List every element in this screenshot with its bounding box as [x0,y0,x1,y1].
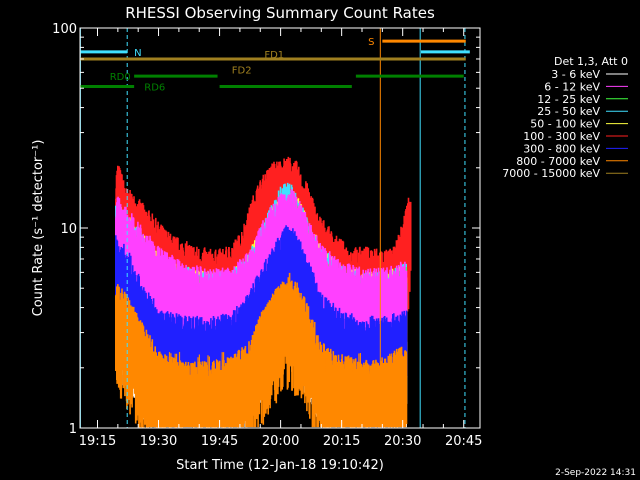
x-tick-label-4: 20:15 [323,434,360,449]
y-tick-label-1: 10 [60,222,77,237]
y-tick-label-0: 1 [69,422,77,437]
series-800-7000-kev-spikes [139,352,398,428]
legend-entry-label-2: 12 - 25 keV [537,93,600,106]
x-tick-label-2: 19:45 [201,434,238,449]
legend-entry-label-7: 800 - 7000 keV [516,155,600,168]
x-tick-label-6: 20:45 [445,434,482,449]
legend-header: Det 1,3, Att 0 [554,55,628,68]
x-tick-label-3: 20:00 [262,434,299,449]
legend-entry-label-6: 300 - 800 keV [523,142,600,155]
legend-entry-label-8: 7000 - 15000 keV [502,167,600,180]
fd1-label: FD1 [264,50,284,61]
y-tick-label-2: 100 [52,22,77,37]
fd2-label: FD2 [232,66,252,77]
y-axis-label: Count Rate (s⁻¹ detector⁻¹) [31,140,46,317]
s-label: S [368,37,374,48]
chart-title: RHESSI Observing Summary Count Rates [125,4,435,22]
x-axis-label: Start Time (12-Jan-18 19:10:42) [176,458,384,473]
rd0-label: RD0 [110,72,131,83]
x-tick-label-0: 19:15 [79,434,116,449]
n-label: N [134,48,141,59]
rd6-label: RD6 [144,82,165,93]
legend-entry-label-4: 50 - 100 keV [530,118,600,131]
footer-timestamp: 2-Sep-2022 14:31 [555,468,636,478]
legend-entry-label-0: 3 - 6 keV [551,68,600,81]
legend-entry-label-3: 25 - 50 keV [537,105,600,118]
legend-entry-label-1: 6 - 12 keV [544,80,600,93]
x-tick-label-5: 20:30 [384,434,421,449]
x-tick-label-1: 19:30 [140,434,177,449]
legend-entry-label-5: 100 - 300 keV [523,130,600,143]
